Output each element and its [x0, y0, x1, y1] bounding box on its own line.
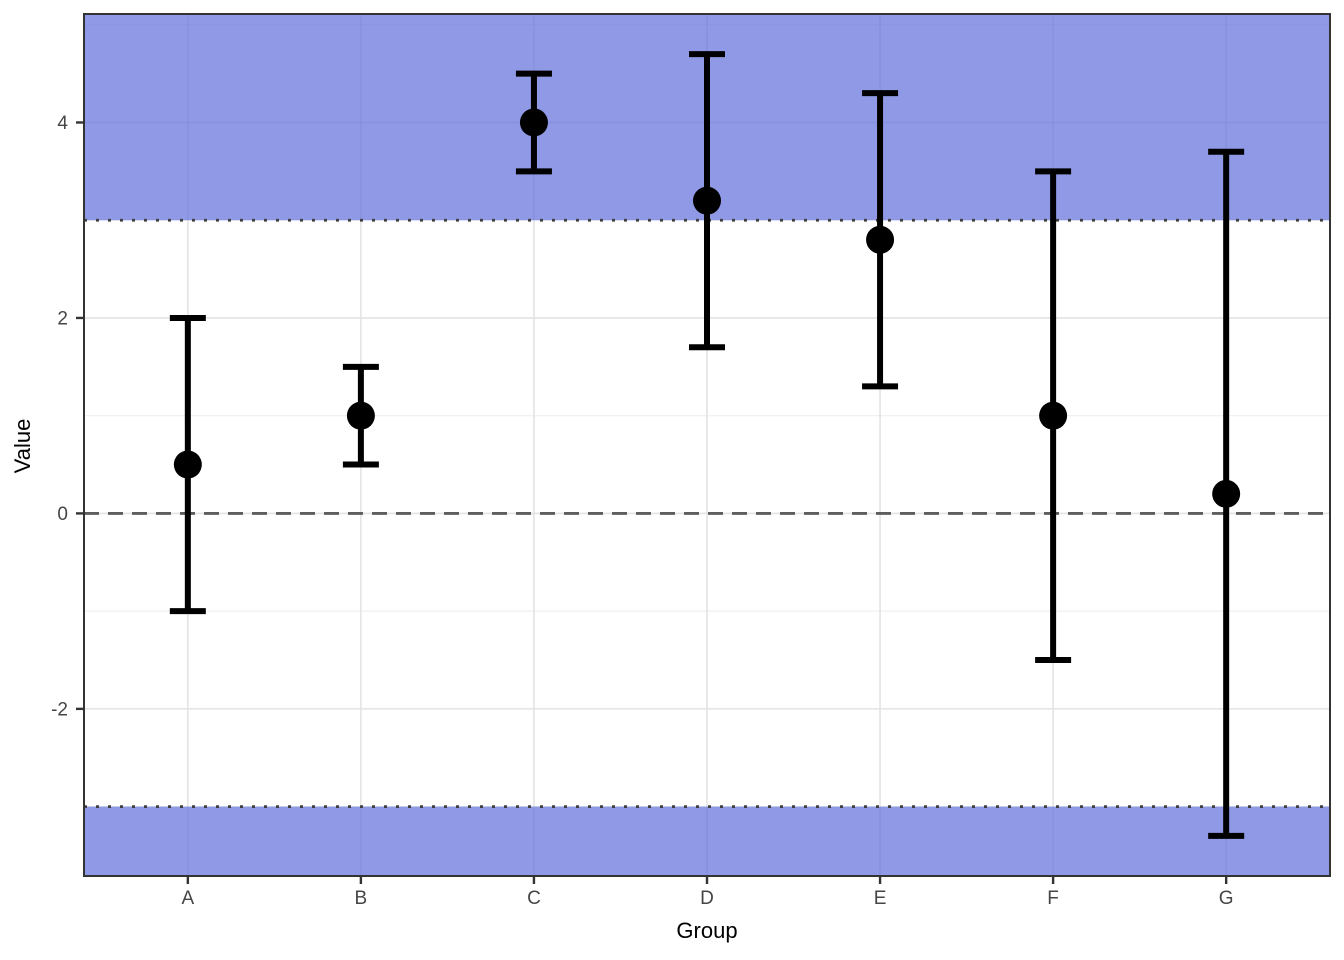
- x-tick-label: D: [700, 888, 714, 909]
- y-tick-label: 0: [57, 504, 68, 525]
- y-axis-title: Value: [10, 419, 35, 474]
- data-point: [693, 186, 721, 215]
- y-tick-label: 2: [57, 308, 68, 329]
- data-point: [866, 225, 895, 254]
- errorbar-group-A: [169, 314, 206, 615]
- y-tick-label: -2: [51, 699, 68, 720]
- shaded-band: [84, 806, 1330, 876]
- errorbar-group-E: [862, 90, 899, 390]
- data-point: [519, 108, 548, 137]
- errorbar-group-D: [689, 51, 725, 351]
- pointrange-series: [169, 51, 1245, 839]
- data-point: [1212, 479, 1241, 508]
- x-tick-label: E: [874, 888, 887, 909]
- y-tick-label: 4: [57, 113, 68, 134]
- x-tick-label: F: [1047, 888, 1059, 909]
- axis-tick-labels: -2 0 2 4 A B C D E F G: [51, 113, 1233, 909]
- errorbar-group-G: [1208, 148, 1245, 839]
- x-tick-label: C: [527, 888, 541, 909]
- errorbar-group-F: [1035, 168, 1072, 664]
- x-tick-label: A: [181, 888, 194, 909]
- x-axis-title: Group: [676, 918, 737, 943]
- reference-lines: [84, 218, 1330, 809]
- errorbar-group-C: [515, 70, 552, 175]
- data-point: [346, 401, 375, 430]
- errorbar-group-B: [342, 363, 379, 468]
- data-point: [1039, 401, 1068, 430]
- axis-ticks: [76, 121, 1228, 884]
- x-tick-label: G: [1219, 888, 1234, 909]
- data-point: [173, 450, 202, 479]
- x-tick-label: B: [355, 888, 368, 909]
